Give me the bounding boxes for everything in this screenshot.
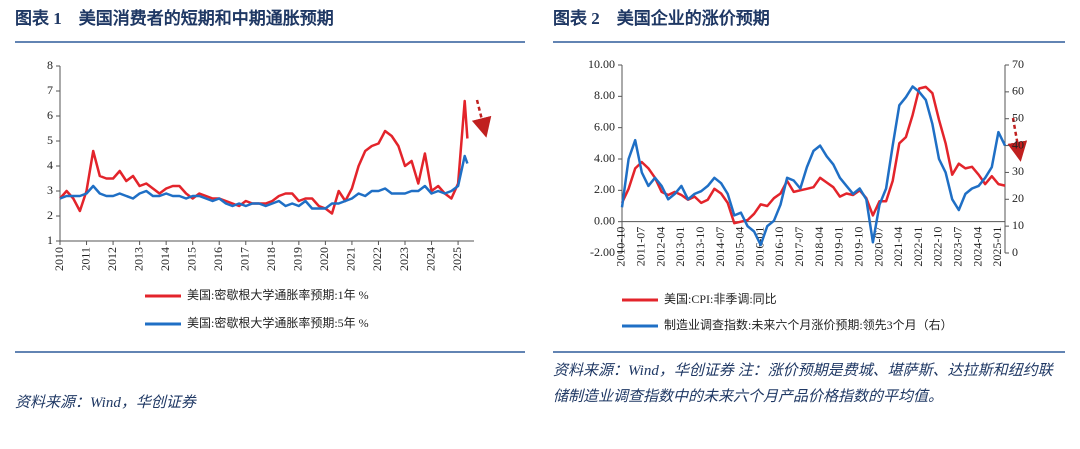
x-tick-label: 2024 — [423, 247, 437, 271]
x-tick-label: 2015 — [184, 247, 198, 271]
x-tick-label: 2022-10 — [931, 227, 945, 267]
y-tick-label: -2.00 — [590, 245, 615, 259]
x-tick-label: 2011-07 — [634, 227, 648, 267]
x-tick-label: 2018 — [264, 247, 278, 271]
y-tick-label: 3 — [47, 183, 53, 197]
x-tick-label: 2013 — [131, 247, 145, 271]
legend-label: 制造业调查指数:未来六个月涨价预期:领先3个月（右） — [664, 317, 953, 332]
y-tick-label: 2 — [47, 208, 53, 222]
series-line — [59, 99, 469, 215]
y-tick-label: 5 — [47, 133, 53, 147]
x-tick-label: 2024-04 — [970, 227, 984, 267]
x-tick-label: 2016 — [211, 247, 225, 271]
x-tick-label: 2016-10 — [772, 227, 786, 267]
x-tick-label: 2018-04 — [812, 227, 826, 267]
y-tick-label: 6.00 — [594, 119, 615, 133]
x-tick-label: 2019-01 — [832, 227, 846, 267]
arrow — [1007, 117, 1028, 162]
x-tick-label: 2025-01 — [990, 227, 1004, 267]
y-tick-label: 1 — [47, 233, 53, 247]
legend-label: 美国:密歇根大学通胀率预期:1年 % — [187, 287, 369, 302]
y-tick-label: 4.00 — [594, 151, 615, 165]
y-tick-label: 0.00 — [594, 213, 615, 227]
x-tick-label: 2021 — [344, 247, 358, 271]
x-tick-label: 2010-10 — [614, 227, 628, 267]
y2-tick-label: 40 — [1012, 137, 1024, 151]
y-tick-label: 4 — [47, 158, 53, 172]
x-tick-label: 2013-01 — [673, 227, 687, 267]
x-tick-label: 2017-07 — [792, 227, 806, 267]
x-tick-label: 2025 — [450, 247, 464, 271]
chart-title: 图表 2 美国企业的涨价预期 — [553, 8, 770, 28]
x-tick-label: 2012 — [105, 247, 119, 271]
y2-tick-label: 0 — [1012, 245, 1018, 259]
x-tick-label: 2012-04 — [653, 227, 667, 267]
x-tick-label: 2020 — [317, 247, 331, 271]
x-tick-label: 2019-10 — [851, 227, 865, 267]
x-tick-label: 2011 — [78, 247, 92, 271]
x-tick-label: 2010 — [52, 247, 66, 271]
x-tick-label: 2021-04 — [891, 227, 905, 267]
legend-label: 美国:密歇根大学通胀率预期:5年 % — [187, 315, 369, 330]
series-line — [620, 85, 1006, 225]
source-note: 资料来源：Wind，华创证券 — [15, 395, 196, 411]
y-tick-label: 10.00 — [588, 57, 615, 71]
y2-tick-label: 10 — [1012, 218, 1024, 232]
chart-title: 图表 1 美国消费者的短期和中期通胀预期 — [15, 8, 334, 28]
y2-tick-label: 20 — [1012, 191, 1024, 205]
legend-label: 美国:CPI:非季调:同比 — [664, 292, 777, 306]
y2-tick-label: 60 — [1012, 84, 1024, 98]
arrow — [471, 99, 492, 138]
y2-tick-label: 30 — [1012, 164, 1024, 178]
x-tick-label: 2014-07 — [713, 227, 727, 267]
y-tick-label: 8.00 — [594, 88, 615, 102]
x-tick-label: 2013-10 — [693, 227, 707, 267]
y2-tick-label: 50 — [1012, 110, 1024, 124]
x-tick-label: 2014 — [158, 247, 172, 271]
x-tick-label: 2019 — [291, 247, 305, 271]
x-tick-label: 2022 — [370, 247, 384, 271]
y-tick-label: 6 — [47, 108, 53, 122]
x-tick-label: 2017 — [238, 247, 252, 271]
source-note: 资料来源：Wind，华创证券 注：涨价预期是费城、堪萨斯、达拉斯和纽约联储制造业… — [553, 363, 1053, 405]
x-tick-label: 2022-01 — [911, 227, 925, 267]
series-line — [620, 85, 1007, 247]
x-tick-label: 2015-04 — [733, 227, 747, 267]
x-tick-label: 2023 — [397, 247, 411, 271]
y2-tick-label: 70 — [1012, 57, 1024, 71]
y-tick-label: 7 — [47, 83, 53, 97]
y-tick-label: 8 — [47, 58, 53, 72]
x-tick-label: 2023-07 — [951, 227, 965, 267]
y-tick-label: 2.00 — [594, 182, 615, 196]
series-line — [59, 154, 469, 210]
